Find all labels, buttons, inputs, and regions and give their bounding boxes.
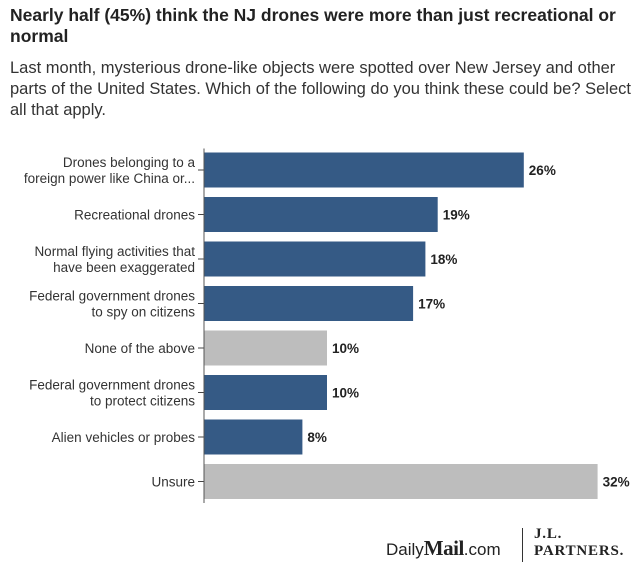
logo-divider <box>522 528 523 562</box>
value-label: 17% <box>418 297 445 312</box>
bar <box>204 375 327 410</box>
value-label: 32% <box>603 475 630 490</box>
jl-partners-logo-line2: PARTNERS. <box>534 543 625 559</box>
jl-partners-logo: J.L. PARTNERS. <box>534 526 624 560</box>
dailymail-logo-prefix: Daily <box>386 540 424 559</box>
bar <box>204 330 327 366</box>
chart-subtitle: Last month, mysterious drone-like object… <box>10 59 631 119</box>
category-label: Unsure <box>151 475 195 490</box>
value-label: 19% <box>443 208 470 223</box>
dailymail-logo-suffix: .com <box>463 540 501 559</box>
bar-chart: Drones belonging to a foreign power like … <box>24 148 630 503</box>
value-label: 8% <box>307 430 327 445</box>
category-label: Recreational drones <box>74 208 195 223</box>
bar <box>204 152 524 188</box>
value-label: 26% <box>529 163 556 178</box>
bar <box>204 419 303 455</box>
bar <box>204 241 426 277</box>
category-label: Federal government drones to spy on citiz… <box>29 289 195 320</box>
category-label: None of the above <box>85 341 195 356</box>
bar <box>204 197 438 232</box>
category-label: Alien vehicles or probes <box>52 430 196 445</box>
chart-title: Nearly half (45%) think the NJ drones we… <box>10 5 616 46</box>
category-label: Drones belonging to a foreign power like … <box>24 155 196 186</box>
bar <box>204 286 414 321</box>
jl-partners-logo-line1: J.L. <box>534 526 563 542</box>
category-label: Federal government drones to protect citi… <box>29 378 195 409</box>
value-label: 18% <box>430 252 457 267</box>
dailymail-logo: DailyMail.com <box>386 536 501 561</box>
value-label: 10% <box>332 386 359 401</box>
category-label: Normal flying activities that have been e… <box>34 244 195 275</box>
dailymail-logo-mail: Mail <box>423 536 465 560</box>
value-label: 10% <box>332 341 359 356</box>
bar <box>204 464 598 499</box>
